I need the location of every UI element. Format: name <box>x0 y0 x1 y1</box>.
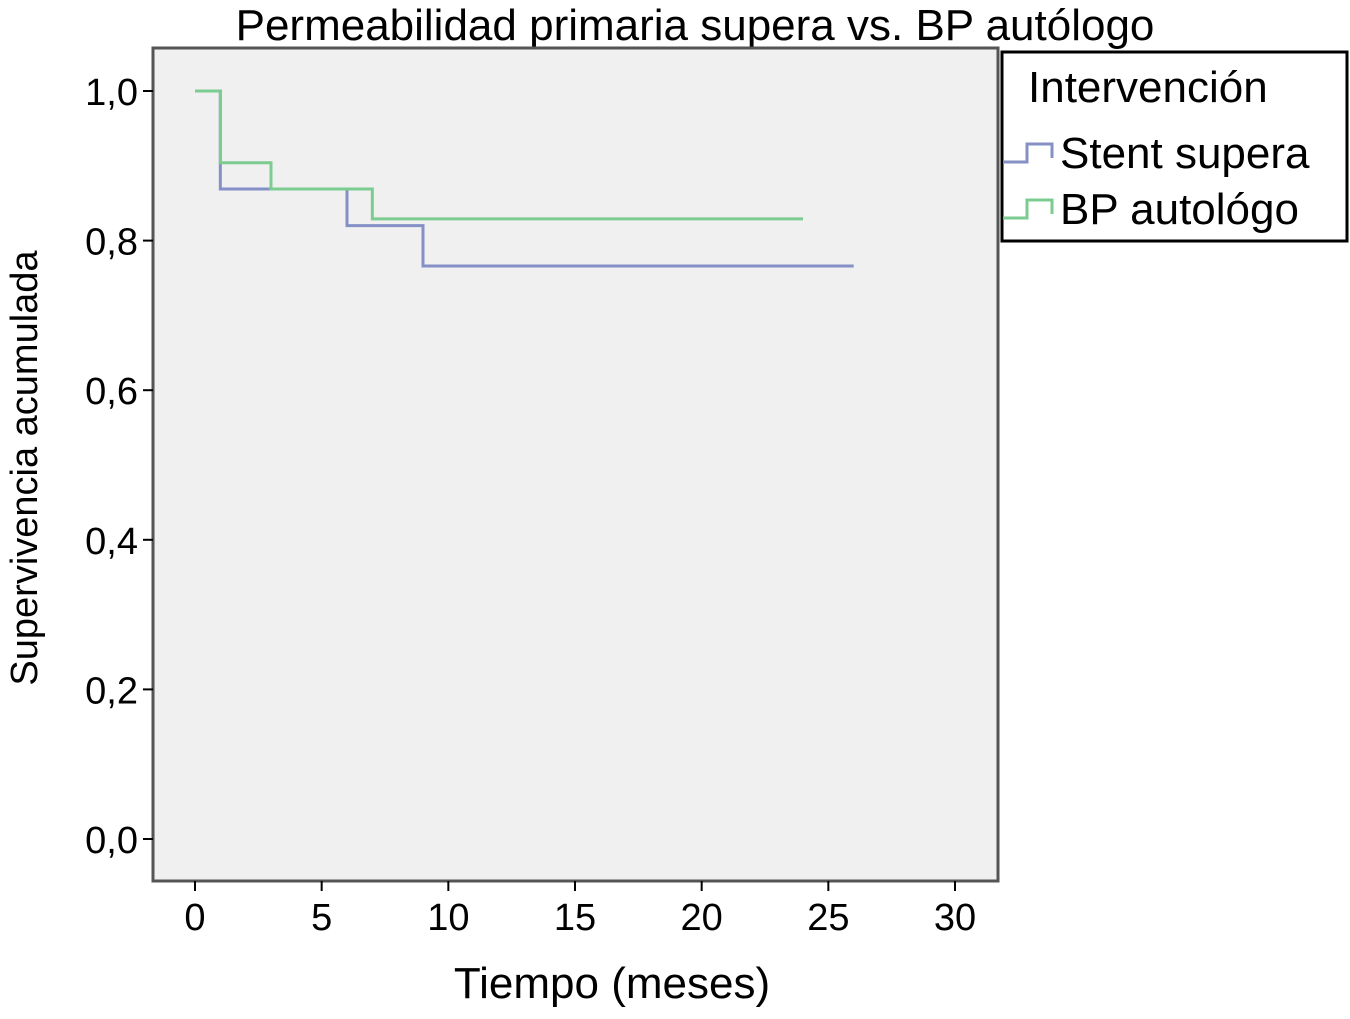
x-tick-label: 10 <box>427 897 469 939</box>
x-tick-label: 20 <box>681 897 723 939</box>
legend-title: Intervención <box>1028 63 1268 112</box>
legend-label: Stent supera <box>1060 129 1310 178</box>
x-tick-label: 5 <box>311 897 332 939</box>
legend-swatch <box>1003 142 1054 164</box>
y-tick-label: 0,6 <box>85 371 138 413</box>
x-tick-label: 30 <box>934 897 976 939</box>
y-axis-label: Supervivencia acumulada <box>4 250 46 686</box>
x-tick-label: 15 <box>554 897 596 939</box>
x-axis-label: Tiempo (meses) <box>454 959 770 1008</box>
y-tick-label: 1,0 <box>85 72 138 114</box>
legend-swatch <box>1003 198 1054 220</box>
legend: Intervención Stent supera BP autológo <box>1000 50 1349 243</box>
y-tick-label: 0,0 <box>85 820 138 862</box>
chart-title: Permeabilidad primaria supera vs. BP aut… <box>236 1 1155 50</box>
legend-box <box>1000 50 1349 243</box>
y-tick-label: 0,8 <box>85 222 138 264</box>
plot-area <box>151 46 1000 883</box>
y-tick-label: 0,4 <box>85 521 138 563</box>
y-tick-label: 0,2 <box>85 670 138 712</box>
legend-label: BP autológo <box>1060 185 1299 234</box>
series-bp-autológo <box>195 89 803 221</box>
x-tick-label: 0 <box>184 897 205 939</box>
x-tick-label: 25 <box>807 897 849 939</box>
